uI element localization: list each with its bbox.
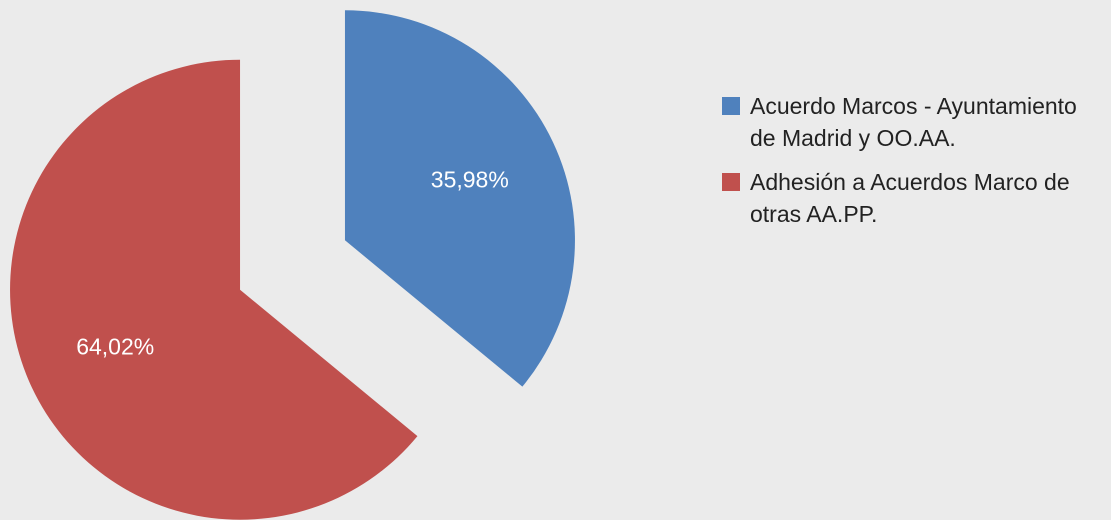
legend: Acuerdo Marcos - Ayuntamiento de Madrid … xyxy=(722,90,1107,242)
data-label: 64,02% xyxy=(76,334,154,360)
legend-entry: Adhesión a Acuerdos Marco de otras AA.PP… xyxy=(722,166,1107,230)
pie-slice xyxy=(344,10,575,387)
legend-swatch xyxy=(722,173,740,191)
legend-entry: Acuerdo Marcos - Ayuntamiento de Madrid … xyxy=(722,90,1107,154)
legend-swatch xyxy=(722,97,740,115)
legend-label: Adhesión a Acuerdos Marco de otras AA.PP… xyxy=(750,169,1070,227)
pie-slice xyxy=(10,59,418,520)
legend-label: Acuerdo Marcos - Ayuntamiento de Madrid … xyxy=(750,93,1077,151)
data-label: 35,98% xyxy=(431,167,509,193)
chart: 35,98% 64,02% xyxy=(10,10,575,520)
